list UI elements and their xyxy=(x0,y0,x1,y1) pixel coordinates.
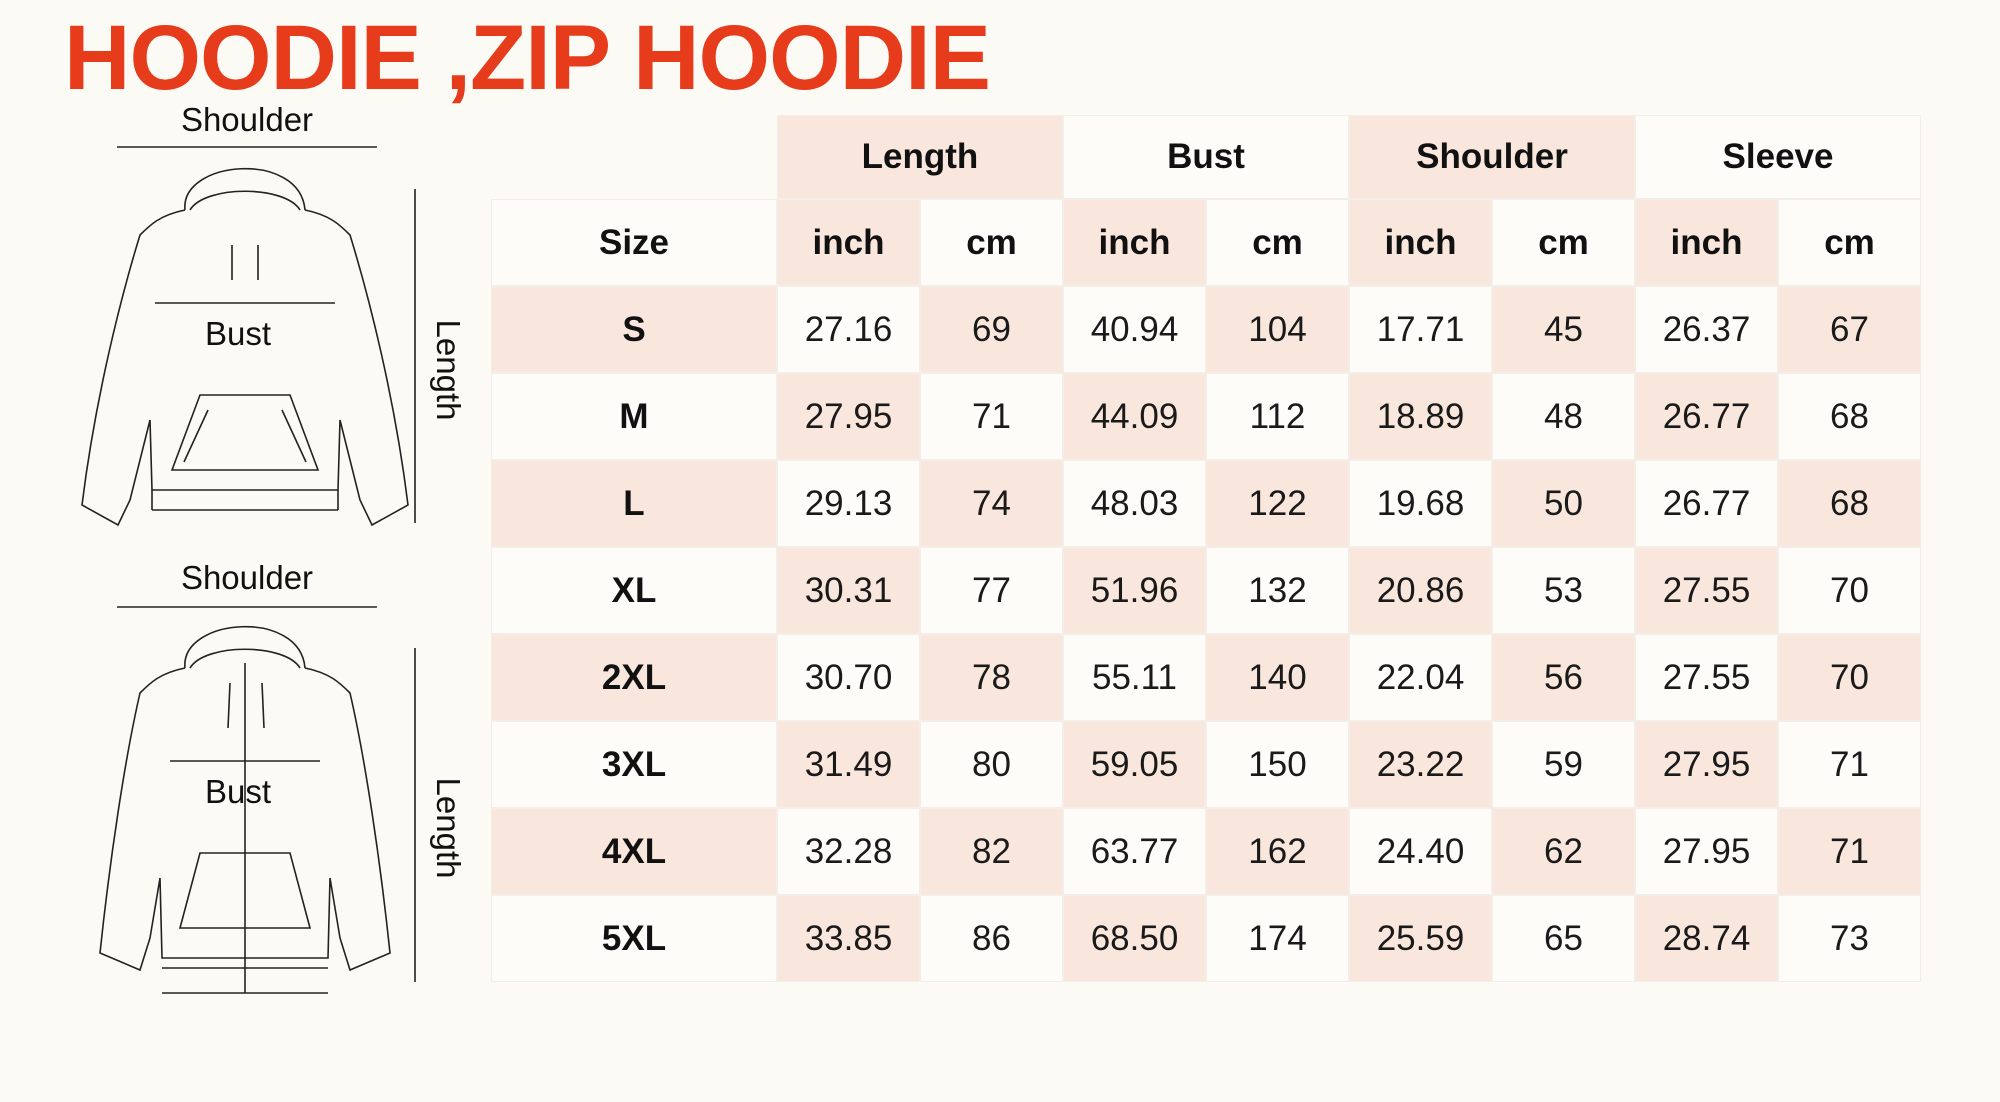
value-cell: 48.03 xyxy=(1063,460,1206,547)
value-cell: 150 xyxy=(1206,721,1349,808)
group-header: Length xyxy=(777,115,1063,199)
value-cell: 74 xyxy=(920,460,1063,547)
value-cell: 78 xyxy=(920,634,1063,721)
value-cell: 27.95 xyxy=(1635,721,1778,808)
title: HOODIE ,ZIP HOODIE xyxy=(64,7,991,109)
value-cell: 44.09 xyxy=(1063,373,1206,460)
group-header: Sleeve xyxy=(1635,115,1921,199)
size-cell: 2XL xyxy=(491,634,777,721)
value-cell: 104 xyxy=(1206,286,1349,373)
value-cell: 122 xyxy=(1206,460,1349,547)
value-cell: 56 xyxy=(1492,634,1635,721)
value-cell: 77 xyxy=(920,547,1063,634)
unit-header: cm xyxy=(1492,199,1635,286)
length-label: Length xyxy=(430,777,467,879)
size-cell: 3XL xyxy=(491,721,777,808)
size-cell: L xyxy=(491,460,777,547)
value-cell: 63.77 xyxy=(1063,808,1206,895)
bust-label: Bust xyxy=(204,315,272,352)
value-cell: 24.40 xyxy=(1349,808,1492,895)
value-cell: 26.77 xyxy=(1635,373,1778,460)
value-cell: 45 xyxy=(1492,286,1635,373)
size-cell: S xyxy=(491,286,777,373)
value-cell: 26.37 xyxy=(1635,286,1778,373)
value-cell: 59.05 xyxy=(1063,721,1206,808)
length-label: Length xyxy=(430,319,467,421)
value-cell: 73 xyxy=(1778,895,1921,982)
value-cell: 51.96 xyxy=(1063,547,1206,634)
value-cell: 48 xyxy=(1492,373,1635,460)
value-cell: 27.95 xyxy=(777,373,920,460)
unit-header: cm xyxy=(1206,199,1349,286)
value-cell: 29.13 xyxy=(777,460,920,547)
value-cell: 174 xyxy=(1206,895,1349,982)
value-cell: 86 xyxy=(920,895,1063,982)
size-cell: XL xyxy=(491,547,777,634)
value-cell: 67 xyxy=(1778,286,1921,373)
size-cell: 4XL xyxy=(491,808,777,895)
value-cell: 80 xyxy=(920,721,1063,808)
value-cell: 162 xyxy=(1206,808,1349,895)
bust-label: Bust xyxy=(204,773,272,810)
value-cell: 55.11 xyxy=(1063,634,1206,721)
value-cell: 68 xyxy=(1778,460,1921,547)
value-cell: 62 xyxy=(1492,808,1635,895)
value-cell: 68 xyxy=(1778,373,1921,460)
zip-hoodie-drawing xyxy=(99,606,416,994)
value-cell: 27.16 xyxy=(777,286,920,373)
value-cell: 40.94 xyxy=(1063,286,1206,373)
size-cell: M xyxy=(491,373,777,460)
size-header: Size xyxy=(491,199,777,286)
value-cell: 82 xyxy=(920,808,1063,895)
value-cell: 17.71 xyxy=(1349,286,1492,373)
value-cell: 68.50 xyxy=(1063,895,1206,982)
shoulder-label: Shoulder xyxy=(180,101,314,138)
value-cell: 18.89 xyxy=(1349,373,1492,460)
value-cell: 28.74 xyxy=(1635,895,1778,982)
unit-header: inch xyxy=(1635,199,1778,286)
unit-header: inch xyxy=(1349,199,1492,286)
value-cell: 33.85 xyxy=(777,895,920,982)
value-cell: 27.55 xyxy=(1635,634,1778,721)
value-cell: 65 xyxy=(1492,895,1635,982)
value-cell: 30.31 xyxy=(777,547,920,634)
value-cell: 30.70 xyxy=(777,634,920,721)
hoodie-drawing xyxy=(81,146,416,527)
value-cell: 27.95 xyxy=(1635,808,1778,895)
value-cell: 70 xyxy=(1778,634,1921,721)
value-cell: 112 xyxy=(1206,373,1349,460)
shoulder-label: Shoulder xyxy=(180,559,314,596)
size-cell: 5XL xyxy=(491,895,777,982)
value-cell: 71 xyxy=(1778,721,1921,808)
value-cell: 71 xyxy=(920,373,1063,460)
value-cell: 132 xyxy=(1206,547,1349,634)
group-header: Shoulder xyxy=(1349,115,1635,199)
value-cell: 22.04 xyxy=(1349,634,1492,721)
value-cell: 27.55 xyxy=(1635,547,1778,634)
unit-header: cm xyxy=(1778,199,1921,286)
value-cell: 70 xyxy=(1778,547,1921,634)
value-cell: 26.77 xyxy=(1635,460,1778,547)
value-cell: 23.22 xyxy=(1349,721,1492,808)
unit-header: inch xyxy=(777,199,920,286)
value-cell: 50 xyxy=(1492,460,1635,547)
value-cell: 53 xyxy=(1492,547,1635,634)
value-cell: 20.86 xyxy=(1349,547,1492,634)
value-cell: 59 xyxy=(1492,721,1635,808)
value-cell: 71 xyxy=(1778,808,1921,895)
value-cell: 69 xyxy=(920,286,1063,373)
unit-header: inch xyxy=(1063,199,1206,286)
unit-header: cm xyxy=(920,199,1063,286)
value-cell: 32.28 xyxy=(777,808,920,895)
value-cell: 19.68 xyxy=(1349,460,1492,547)
value-cell: 25.59 xyxy=(1349,895,1492,982)
group-header: Bust xyxy=(1063,115,1349,199)
value-cell: 31.49 xyxy=(777,721,920,808)
value-cell: 140 xyxy=(1206,634,1349,721)
